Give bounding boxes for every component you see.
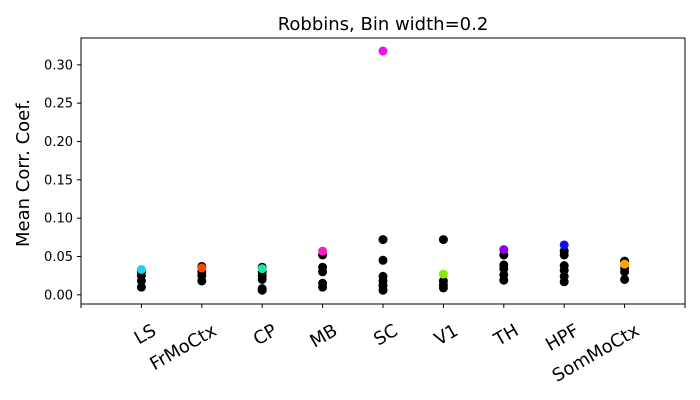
- highlight-point-frmoctx: [197, 263, 207, 273]
- x-tick-label-th: TH: [490, 320, 523, 351]
- data-point-th: [499, 260, 509, 270]
- x-tick-label-hpf: HPF: [542, 320, 583, 356]
- highlight-point-v1: [438, 269, 448, 279]
- y-tick-label: 0.30: [44, 58, 73, 73]
- highlight-point-mb: [318, 246, 328, 256]
- chart-title: Robbins, Bin width=0.2: [278, 14, 489, 35]
- data-point-mb: [318, 278, 328, 288]
- y-axis-ticks: 0.00 0.05 0.10 0.15 0.20 0.25 0.30: [44, 58, 81, 303]
- highlight-point-cp: [257, 264, 267, 274]
- data-point-v1: [438, 276, 448, 286]
- y-tick-label: 0.25: [44, 97, 73, 112]
- x-tick-label-ls: LS: [131, 320, 160, 349]
- data-point-sc: [378, 255, 388, 265]
- data-point-v1: [438, 235, 448, 245]
- data-point-sc: [378, 235, 388, 245]
- data-point-mb: [318, 262, 328, 272]
- x-tick-label-frmoctx: FrMoCtx: [146, 320, 220, 375]
- x-tick-label-sc: SC: [370, 320, 401, 350]
- data-point-sommoctx: [620, 274, 630, 284]
- y-axis-label: Mean Corr. Coef.: [13, 99, 34, 247]
- highlight-point-sc: [378, 46, 388, 56]
- y-tick-label: 0.05: [44, 250, 73, 265]
- y-tick-label: 0.00: [44, 288, 73, 303]
- y-tick-label: 0.10: [44, 212, 73, 227]
- x-tick-label-mb: MB: [306, 320, 341, 352]
- y-tick-label: 0.15: [44, 173, 73, 188]
- highlight-point-ls: [136, 265, 146, 275]
- data-point-hpf: [559, 261, 569, 271]
- highlight-point-th: [499, 245, 509, 255]
- data-points: [136, 46, 630, 295]
- data-point-cp: [257, 284, 267, 294]
- data-point-sc: [378, 271, 388, 281]
- y-tick-label: 0.20: [44, 135, 73, 150]
- x-tick-label-v1: V1: [431, 320, 462, 350]
- highlight-point-hpf: [559, 240, 569, 250]
- x-tick-label-cp: CP: [250, 320, 281, 350]
- highlight-point-sommoctx: [620, 259, 630, 269]
